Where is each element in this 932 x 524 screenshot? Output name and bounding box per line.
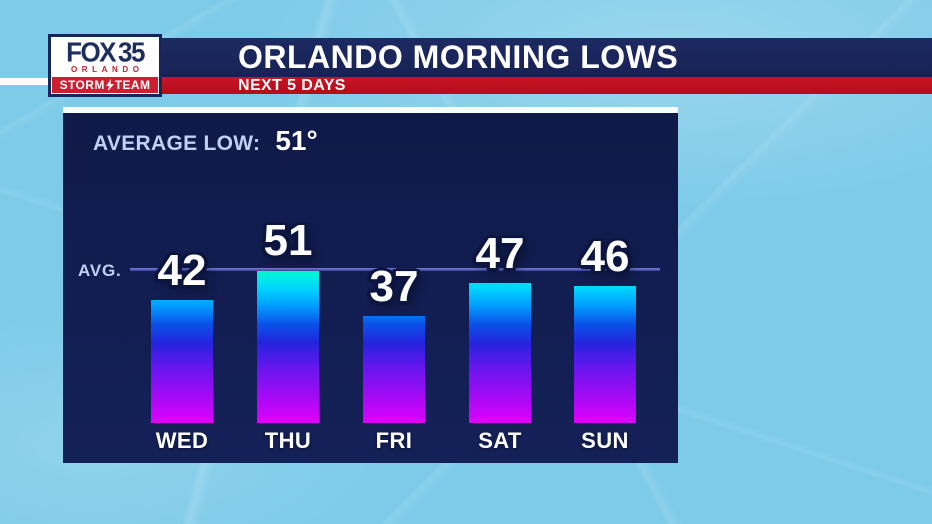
header-subtitle: NEXT 5 DAYS <box>238 76 346 94</box>
bar-label-wed: WED <box>155 428 209 453</box>
logo-white-box: FOX 35 ORLANDO <box>51 37 159 76</box>
chart-panel: AVERAGE LOW: 51° AVG. 42 WED 51 THU 37 FRI 47 S… <box>63 113 678 463</box>
average-reference-line <box>130 268 660 271</box>
logo-station: FOX <box>66 36 116 68</box>
page-title: ORLANDO MORNING LOWS <box>238 39 679 75</box>
fox35-storm-team-logo: FOX 35 ORLANDO STORM TEAM <box>48 34 162 97</box>
bar-label-sun: SUN <box>581 428 629 453</box>
bar-thu <box>257 270 319 423</box>
average-low-value: 51° <box>275 125 318 156</box>
bar-value-sat: 47 <box>475 229 525 278</box>
storm-team-banner: STORM TEAM <box>51 76 159 94</box>
bar-sat <box>469 283 531 423</box>
lightning-bolt-icon <box>105 79 114 91</box>
bar-label-sat: SAT <box>478 428 522 453</box>
panel-top-border <box>63 107 678 113</box>
bar-value-sun: 46 <box>580 232 630 281</box>
average-low-annotation: AVERAGE LOW: 51° <box>93 125 318 157</box>
logo-city: ORLANDO <box>70 65 144 74</box>
logo-channel: 35 <box>118 36 145 68</box>
left-white-stripe <box>0 78 50 85</box>
bar-wed <box>151 300 213 423</box>
header-subtitle-bar: NEXT 5 DAYS <box>160 77 932 94</box>
avg-line-label: AVG. <box>78 261 122 280</box>
bar-label-thu: THU <box>264 428 312 453</box>
bar-value-fri: 37 <box>369 262 419 311</box>
logo-station-text: FOX 35 <box>66 38 145 65</box>
average-low-label: AVERAGE LOW: <box>93 132 261 155</box>
header-title-bar: ORLANDO MORNING LOWS <box>160 38 932 77</box>
bar-label-fri: FRI <box>375 428 413 453</box>
bar-fri <box>363 316 425 423</box>
bar-sun <box>574 286 636 423</box>
bar-value-thu: 51 <box>263 216 313 265</box>
storm-label: STORM <box>59 78 105 92</box>
team-label: TEAM <box>114 78 151 92</box>
bar-value-wed: 42 <box>157 246 207 295</box>
